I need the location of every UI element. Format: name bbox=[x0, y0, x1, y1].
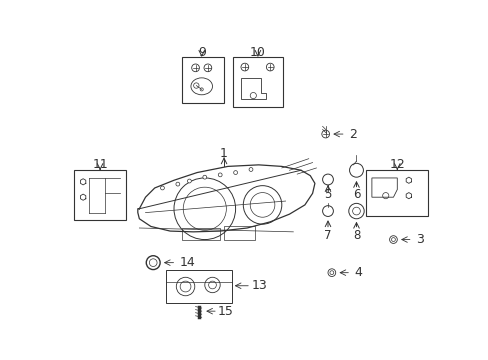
Text: 3: 3 bbox=[415, 233, 423, 246]
Circle shape bbox=[218, 173, 222, 177]
Circle shape bbox=[248, 167, 252, 171]
Circle shape bbox=[203, 175, 206, 179]
Bar bbox=[182, 228, 220, 239]
Text: 2: 2 bbox=[349, 127, 357, 140]
Circle shape bbox=[187, 179, 191, 183]
Circle shape bbox=[233, 171, 237, 175]
Circle shape bbox=[241, 63, 248, 71]
Text: 9: 9 bbox=[197, 46, 205, 59]
Text: 13: 13 bbox=[251, 279, 267, 292]
Circle shape bbox=[322, 206, 333, 216]
Polygon shape bbox=[81, 194, 85, 200]
Text: 10: 10 bbox=[249, 46, 265, 59]
Bar bbox=[366, 170, 427, 216]
Circle shape bbox=[176, 182, 180, 186]
Text: 4: 4 bbox=[353, 266, 361, 279]
Circle shape bbox=[321, 130, 329, 138]
Bar bbox=[182, 57, 224, 103]
Circle shape bbox=[349, 163, 363, 177]
Text: 11: 11 bbox=[92, 158, 108, 171]
Circle shape bbox=[389, 236, 396, 243]
Text: 6: 6 bbox=[352, 188, 360, 201]
Circle shape bbox=[191, 64, 199, 72]
Text: 14: 14 bbox=[179, 256, 195, 269]
Circle shape bbox=[160, 186, 164, 190]
Circle shape bbox=[149, 259, 157, 266]
Bar bbox=[233, 57, 283, 107]
Circle shape bbox=[322, 174, 333, 185]
Bar bbox=[224, 226, 254, 240]
Polygon shape bbox=[406, 193, 411, 199]
Circle shape bbox=[348, 203, 364, 219]
Polygon shape bbox=[406, 177, 411, 183]
Text: 1: 1 bbox=[220, 147, 227, 160]
Text: 15: 15 bbox=[217, 305, 233, 318]
Circle shape bbox=[203, 64, 211, 72]
Circle shape bbox=[327, 269, 335, 276]
Circle shape bbox=[146, 256, 160, 270]
Text: 8: 8 bbox=[352, 229, 360, 242]
Text: 7: 7 bbox=[324, 229, 331, 242]
Bar bbox=[166, 270, 231, 303]
Bar bbox=[74, 170, 126, 220]
Polygon shape bbox=[81, 179, 85, 185]
Circle shape bbox=[266, 63, 274, 71]
Text: 5: 5 bbox=[324, 188, 331, 201]
Text: 12: 12 bbox=[388, 158, 405, 171]
